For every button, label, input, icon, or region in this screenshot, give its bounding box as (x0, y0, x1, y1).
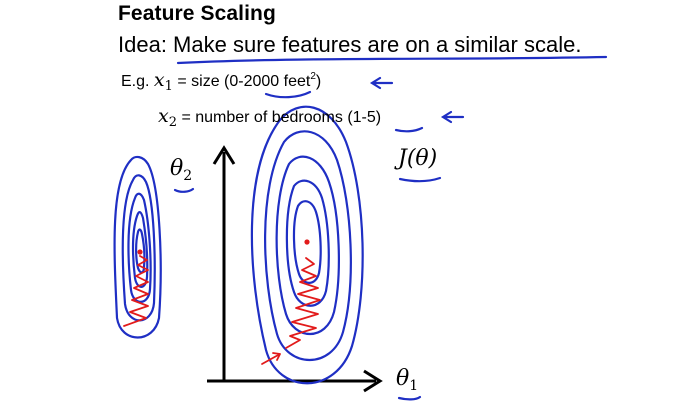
range-underline-1 (264, 90, 312, 99)
theta2-subscript: 2 (183, 168, 193, 184)
blue-annotations (113, 55, 608, 401)
idea-text: Make sure features are on a similar scal… (173, 32, 576, 57)
example-line-bedrooms: x2 = number of bedrooms (1-5) (158, 105, 381, 130)
range-arrow-2 (440, 110, 465, 124)
size-equals: = size ( (172, 73, 230, 90)
theta2-label: θ2 (170, 156, 192, 184)
left-contours (113, 155, 162, 339)
theta2-symbol: θ (170, 156, 184, 181)
bedrooms-close: ) (375, 109, 382, 126)
idea-prefix: Idea: (118, 32, 174, 57)
bedrooms-equals: = number of bedrooms ( (177, 109, 353, 126)
x1-variable: x1 (153, 69, 173, 94)
j-theta-underline (398, 176, 442, 183)
range-underline-2 (394, 126, 424, 133)
size-range: 0-2000 (229, 73, 280, 90)
left-minimum-dot (137, 249, 143, 255)
slide-title: Feature Scaling (118, 2, 276, 25)
vertical-axis-arrowhead (212, 145, 236, 165)
bedrooms-range: 1-5 (352, 109, 376, 126)
x2-letter: x (158, 105, 169, 127)
cost-function-label: J(θ) (398, 146, 438, 171)
right-descent-path (261, 257, 321, 365)
example-line-size: E.g. x1 = size (0-2000 feet2) (121, 69, 321, 94)
theta1-underline (397, 395, 422, 401)
red-annotations (123, 255, 321, 365)
idea-line: Idea: Make sure features are on a simila… (118, 32, 581, 58)
x1-letter: x (153, 69, 165, 91)
theta1-symbol: θ (396, 366, 410, 391)
theta1-subscript: 1 (409, 378, 419, 394)
theta1-label: θ1 (396, 366, 418, 394)
left-descent-path (123, 255, 149, 327)
right-contours (250, 105, 364, 385)
idea-underline (176, 55, 608, 65)
horizontal-axis-arrowhead (363, 369, 383, 393)
x2-subscript: 2 (168, 115, 177, 130)
range-arrow-1 (369, 76, 394, 90)
theta2-underline (173, 187, 195, 193)
right-minimum-dot (304, 239, 310, 245)
size-close: ) (315, 73, 322, 90)
size-unit: feet (279, 73, 311, 90)
x1-subscript: 1 (164, 79, 173, 94)
example-prefix: E.g. (121, 73, 154, 90)
x2-variable: x2 (158, 105, 177, 130)
size-unit-exponent: 2 (310, 71, 316, 82)
idea-suffix: . (575, 32, 582, 57)
